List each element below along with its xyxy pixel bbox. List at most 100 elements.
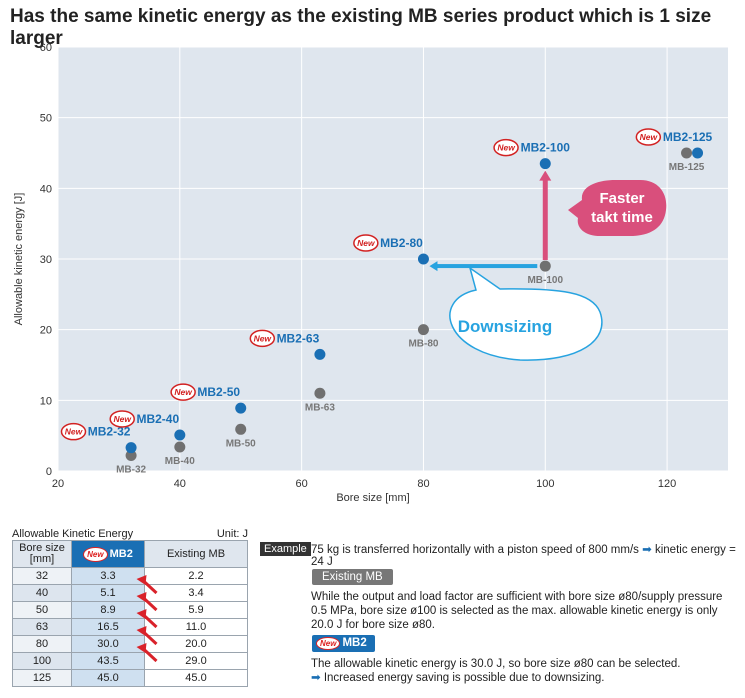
table-row: 63 16.5 11.0 <box>12 618 248 636</box>
table-row: 40 5.1 3.4 <box>12 584 248 602</box>
table-body: 32 3.3 2.2 40 5.1 3.4 50 8.9 5.9 63 16.5 11.0 80 30.0… <box>12 567 248 687</box>
new-badge-icon <box>353 234 379 252</box>
new-badge-label: New <box>497 143 516 153</box>
mb-point <box>125 449 137 461</box>
y-axis-label: Allowable kinetic energy [J] <box>13 193 25 326</box>
downsizing-arrow-head <box>429 261 438 272</box>
mb2-point-label: MB2-32 <box>88 425 131 439</box>
mb2-cell: 43.5 <box>71 652 145 670</box>
mb-point-label: MB-40 <box>165 456 195 467</box>
existing-cell: 5.9 <box>144 601 248 619</box>
col-header-mb2-text: MB2 <box>109 547 133 560</box>
mb2-point-label: MB2-100 <box>521 141 571 155</box>
new-badge: New <box>83 546 108 562</box>
mb-point <box>235 423 247 435</box>
mb-point <box>314 387 326 399</box>
table-row: 32 3.3 2.2 <box>12 567 248 585</box>
y-tick-label: 60 <box>40 42 52 54</box>
mb2-text-line2: ➡ Increased energy saving is possible du… <box>311 671 731 685</box>
mb2-point <box>417 253 429 265</box>
table-unit: Unit: J <box>216 528 248 540</box>
mb2-text: The allowable kinetic energy is 30.0 J, … <box>311 657 731 685</box>
mb2-text-line2-body: Increased energy saving is possible due … <box>323 672 605 684</box>
new-badge-label: New <box>65 427 84 437</box>
col-header-bore: Bore size [mm] <box>12 540 72 568</box>
y-tick-label: 20 <box>40 325 52 337</box>
y-tick-label: 40 <box>40 183 52 195</box>
mb2-tag-label: MB2 <box>342 637 367 649</box>
mb2-point-label: MB2-40 <box>136 412 179 426</box>
mb-point-label: MB-32 <box>116 464 146 475</box>
existing-cell: 29.0 <box>144 652 248 670</box>
x-tick-label: 100 <box>536 478 554 490</box>
example-result: kinetic energy = 24 J <box>311 544 736 568</box>
bore-cell: 125 <box>12 669 72 687</box>
mb-point-label: MB-50 <box>226 438 256 449</box>
bore-cell: 50 <box>12 601 72 619</box>
bore-cell: 80 <box>12 635 72 653</box>
y-tick-label: 10 <box>40 395 52 407</box>
existing-mb-text: While the output and load factor are suf… <box>311 591 723 631</box>
takt-arrow-head <box>539 170 552 181</box>
mb-point <box>174 441 186 453</box>
table-row: 100 43.5 29.0 <box>12 652 248 670</box>
mb2-point-label: MB2-125 <box>663 130 713 144</box>
y-tick-label: 30 <box>40 254 52 266</box>
takt-label-1: Faster <box>599 190 644 207</box>
takt-label-2: takt time <box>591 209 653 226</box>
existing-cell: 20.0 <box>144 635 248 653</box>
mb-point-label: MB-63 <box>305 402 335 413</box>
mb2-text-line1: The allowable kinetic energy is 30.0 J, … <box>311 658 681 670</box>
table-row: 80 30.0 20.0 <box>12 635 248 653</box>
mb2-point <box>174 429 186 441</box>
new-badge-icon <box>249 329 276 348</box>
col-header-mb2: New MB2 <box>71 540 145 568</box>
new-badge-label: New <box>254 333 273 343</box>
mb2-point <box>539 158 551 170</box>
x-axis-label: Bore size [mm] <box>336 492 409 504</box>
example-body: 75 kg is transferred horizontally with a… <box>311 544 639 556</box>
new-badge-label: New <box>113 414 132 424</box>
mb2-cell: 30.0 <box>71 635 145 653</box>
mb2-tag: New MB2 <box>312 635 375 652</box>
col-header-existing: Existing MB <box>144 540 248 568</box>
table-row: 50 8.9 5.9 <box>12 601 248 619</box>
new-badge-label: New <box>640 132 659 142</box>
downsizing-bubble <box>449 266 603 361</box>
mb-point <box>681 147 693 159</box>
new-badge-icon <box>170 383 196 401</box>
mb2-point <box>314 348 326 360</box>
mb2-point <box>125 442 137 454</box>
mb2-point <box>692 147 704 159</box>
new-badge-icon <box>60 422 87 441</box>
new-badge-label: New <box>174 387 193 397</box>
right-arrow-icon: ➡ <box>311 672 321 684</box>
mb-point <box>539 260 551 272</box>
x-tick-label: 40 <box>174 478 186 490</box>
mb2-point <box>235 402 247 414</box>
mb2-cell: 8.9 <box>71 601 145 619</box>
mb2-cell: 45.0 <box>71 669 145 687</box>
mb-point <box>417 324 429 336</box>
existing-mb-tag: Existing MB <box>312 569 393 585</box>
new-badge-icon <box>635 128 662 146</box>
x-tick-label: 60 <box>296 478 308 490</box>
col-header-existing-text: Existing MB <box>166 547 226 560</box>
downsizing-arrow-shaft <box>435 264 538 269</box>
x-tick-label: 20 <box>52 478 64 490</box>
right-arrow-icon: ➡ <box>642 544 652 556</box>
mb-point-label: MB-125 <box>669 162 705 173</box>
new-badge-icon <box>493 138 519 157</box>
example-tag: Example <box>260 542 311 556</box>
mb2-cell: 16.5 <box>71 618 145 636</box>
table-caption: Allowable Kinetic Energy Unit: J <box>12 528 248 540</box>
mb2-cell: 5.1 <box>71 584 145 602</box>
table-caption-label: Allowable Kinetic Energy <box>12 528 134 540</box>
example-text: 75 kg is transferred horizontally with a… <box>311 542 745 568</box>
new-badge-label: New <box>357 238 376 248</box>
mb2-point-label: MB2-80 <box>380 236 423 250</box>
existing-cell: 3.4 <box>144 584 248 602</box>
bore-cell: 63 <box>12 618 72 636</box>
bore-cell: 32 <box>12 567 72 585</box>
page-title: Has the same kinetic energy as the exist… <box>10 6 712 49</box>
